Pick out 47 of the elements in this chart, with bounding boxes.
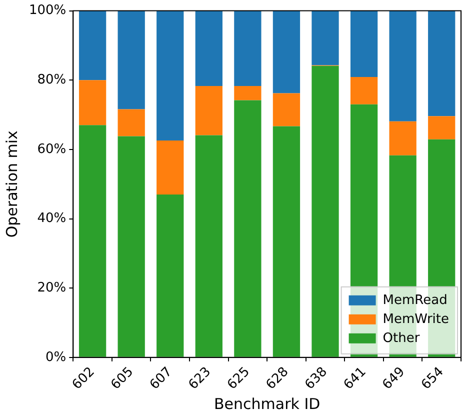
- x-tick-label: 607: [147, 364, 176, 393]
- bar: [156, 194, 184, 357]
- bar: [234, 86, 262, 100]
- bar: [195, 10, 222, 86]
- bar: [389, 10, 416, 122]
- legend-label: Other: [382, 330, 420, 346]
- bar: [118, 136, 145, 357]
- bar: [312, 10, 339, 66]
- bar: [78, 80, 106, 126]
- bar: [428, 10, 456, 116]
- bar: [78, 10, 106, 80]
- y-tick-label: 60%: [37, 142, 66, 157]
- bar: [350, 10, 378, 78]
- x-tick-label: 625: [224, 364, 253, 393]
- legend-label: MemWrite: [382, 312, 450, 327]
- y-tick-label: 100%: [28, 3, 66, 18]
- bar: [272, 93, 300, 126]
- bar: [195, 86, 222, 136]
- bar: [389, 121, 416, 156]
- bar: [312, 66, 339, 357]
- x-tick-label: 641: [341, 364, 370, 393]
- bar: [350, 77, 378, 104]
- x-tick-label: 649: [380, 364, 408, 393]
- x-tick-label: 623: [186, 364, 214, 393]
- bar: [78, 125, 106, 357]
- x-tick-label: 654: [418, 364, 447, 393]
- bar: [272, 126, 300, 357]
- bar: [234, 10, 262, 86]
- y-axis-title: Operation mix: [2, 130, 21, 238]
- bar: [156, 140, 184, 195]
- bar: [234, 100, 262, 357]
- bar: [118, 10, 145, 110]
- x-axis-title: Benchmark ID: [214, 394, 320, 413]
- x-tick-label: 638: [302, 364, 330, 393]
- y-tick-label: 80%: [37, 72, 66, 88]
- x-tick-label: 605: [108, 364, 137, 393]
- bar: [428, 116, 456, 140]
- bar: [272, 10, 300, 94]
- x-tick-label: 628: [264, 364, 292, 393]
- bar: [156, 10, 184, 140]
- y-tick-label: 20%: [37, 280, 66, 296]
- y-tick-label: 40%: [37, 211, 66, 226]
- bar: [195, 135, 222, 357]
- legend-label: MemRead: [382, 292, 448, 308]
- x-tick-label: 602: [70, 364, 98, 393]
- bar: [118, 109, 145, 136]
- y-tick-label: 0%: [46, 350, 66, 365]
